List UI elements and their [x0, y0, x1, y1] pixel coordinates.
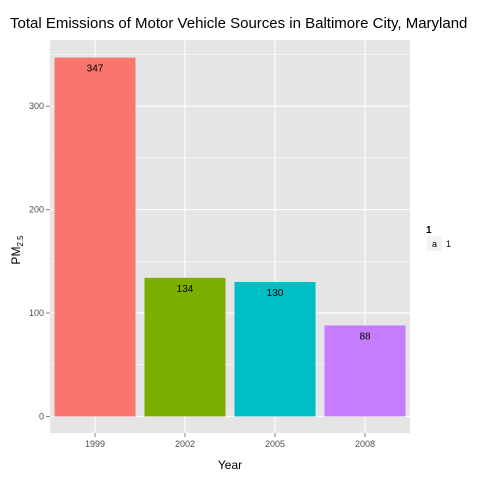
bar-label-2008: 88: [359, 331, 371, 342]
legend-key: [427, 236, 442, 251]
y-tick-label: 0: [39, 411, 44, 421]
chart-title: Total Emissions of Motor Vehicle Sources…: [10, 15, 467, 32]
legend-key-glyph: a: [432, 239, 437, 249]
y-tick-label: 200: [29, 205, 44, 215]
y-axis-title-subscript: 2.5: [16, 235, 25, 247]
bar-2005: [234, 282, 316, 417]
x-tick-label: 2008: [355, 439, 375, 449]
bars-group: [54, 57, 406, 417]
x-axis-title: Year: [218, 458, 242, 472]
bar-2008: [324, 325, 406, 417]
bar-labels-group: 347 134 130 88: [87, 64, 371, 343]
y-axis: 0 100 200 300: [29, 101, 50, 421]
bar-label-2002: 134: [177, 284, 194, 295]
x-axis: 1999 2002 2005 2008: [85, 433, 375, 449]
bar-2002: [144, 277, 226, 417]
legend-title: 1: [426, 225, 432, 236]
x-tick-label: 1999: [85, 439, 105, 449]
y-axis-title-main: PM: [9, 247, 23, 265]
bar-label-2005: 130: [267, 288, 284, 299]
bar-label-1999: 347: [87, 64, 104, 75]
y-tick-label: 100: [29, 308, 44, 318]
x-tick-label: 2005: [265, 439, 285, 449]
bar-1999: [54, 57, 136, 417]
legend-label: 1: [446, 239, 451, 249]
x-tick-label: 2002: [175, 439, 195, 449]
legend: 1 a 1: [426, 225, 451, 251]
y-tick-label: 300: [29, 101, 44, 111]
y-axis-title: PM2.5: [9, 235, 25, 265]
